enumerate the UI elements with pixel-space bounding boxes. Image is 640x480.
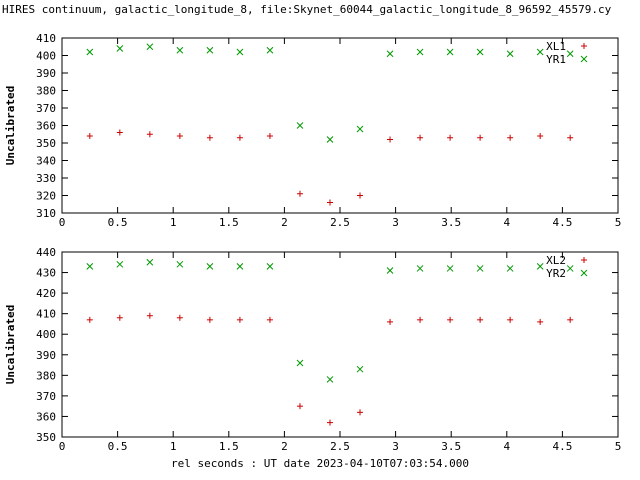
y-tick-label: 380 bbox=[36, 369, 56, 382]
y-tick-label: 430 bbox=[36, 267, 56, 280]
x-tick-label: 1 bbox=[170, 440, 177, 453]
y-tick-label: 390 bbox=[36, 349, 56, 362]
y-tick-label: 420 bbox=[36, 287, 56, 300]
x-tick-label: 3 bbox=[392, 216, 399, 229]
x-tick-label: 3 bbox=[392, 440, 399, 453]
x-tick-label: 3.5 bbox=[441, 216, 461, 229]
y-tick-label: 390 bbox=[36, 67, 56, 80]
legend-marker-YR1 bbox=[580, 55, 588, 63]
x-tick-label: 1.5 bbox=[219, 216, 239, 229]
y-tick-label: 360 bbox=[36, 410, 56, 423]
x-tick-label: 1 bbox=[170, 216, 177, 229]
y-tick-label: 410 bbox=[36, 32, 56, 45]
y-tick-label: 400 bbox=[36, 328, 56, 341]
series-XL2-points bbox=[86, 312, 574, 426]
chart-title: HIRES continuum, galactic_longitude_8, f… bbox=[2, 3, 612, 16]
y-tick-label: 440 bbox=[36, 246, 56, 259]
y-tick-label: 410 bbox=[36, 308, 56, 321]
x-tick-label: 0.5 bbox=[108, 440, 128, 453]
legend-marker-XL2 bbox=[581, 257, 587, 263]
x-tick-label: 0 bbox=[59, 440, 66, 453]
y-tick-label: 320 bbox=[36, 190, 56, 203]
x-tick-label: 2 bbox=[281, 216, 288, 229]
legend-marker-XL1 bbox=[581, 43, 587, 49]
x-tick-label: 1.5 bbox=[219, 440, 239, 453]
y-tick-label: 360 bbox=[36, 120, 56, 133]
y-axis-title: Uncalibrated bbox=[4, 86, 17, 165]
x-tick-label: 5 bbox=[615, 440, 622, 453]
y-tick-label: 350 bbox=[36, 431, 56, 444]
y-tick-label: 310 bbox=[36, 207, 56, 220]
x-tick-label: 2.5 bbox=[330, 440, 350, 453]
legend-label-XL2: XL2 bbox=[546, 254, 566, 267]
x-tick-label: 2 bbox=[281, 440, 288, 453]
y-tick-label: 340 bbox=[36, 155, 56, 168]
y-tick-label: 370 bbox=[36, 102, 56, 115]
y-tick-label: 370 bbox=[36, 390, 56, 403]
legend-label-XL1: XL1 bbox=[546, 40, 566, 53]
y-tick-label: 350 bbox=[36, 137, 56, 150]
x-tick-label: 3.5 bbox=[441, 440, 461, 453]
legend-label-YR2: YR2 bbox=[546, 267, 566, 280]
plot-border bbox=[61, 251, 619, 438]
y-tick-label: 380 bbox=[36, 85, 56, 98]
series-XL1-points bbox=[86, 129, 574, 206]
x-axis-label: rel seconds : UT date 2023-04-10T07:03:5… bbox=[170, 457, 469, 470]
legend-label-YR1: YR1 bbox=[546, 53, 566, 66]
series-YR1-points bbox=[86, 43, 574, 143]
x-tick-label: 0.5 bbox=[108, 216, 128, 229]
x-tick-label: 4.5 bbox=[552, 440, 572, 453]
y-tick-label: 330 bbox=[36, 172, 56, 185]
x-tick-label: 2.5 bbox=[330, 216, 350, 229]
panel-bottom: 0 0.5 1 1.5 2 2.5 3 3.5 4 4.5 5 350 360 370 380 390 400 4… bbox=[4, 246, 621, 453]
x-tick-label: 4 bbox=[503, 440, 510, 453]
x-tick-label: 5 bbox=[615, 216, 622, 229]
plot-border bbox=[61, 37, 619, 214]
x-tick-label: 4 bbox=[503, 216, 510, 229]
y-tick-label: 400 bbox=[36, 50, 56, 63]
x-tick-label: 0 bbox=[59, 216, 66, 229]
legend-marker-YR2 bbox=[580, 269, 588, 277]
x-tick-label: 4.5 bbox=[552, 216, 572, 229]
series-YR2-points bbox=[86, 258, 574, 383]
panel-top: 0 0.5 1 1.5 2 2.5 3 3.5 4 4.5 5 310 320 330 340 350 360 3… bbox=[4, 32, 621, 229]
y-axis-title: Uncalibrated bbox=[4, 305, 17, 384]
